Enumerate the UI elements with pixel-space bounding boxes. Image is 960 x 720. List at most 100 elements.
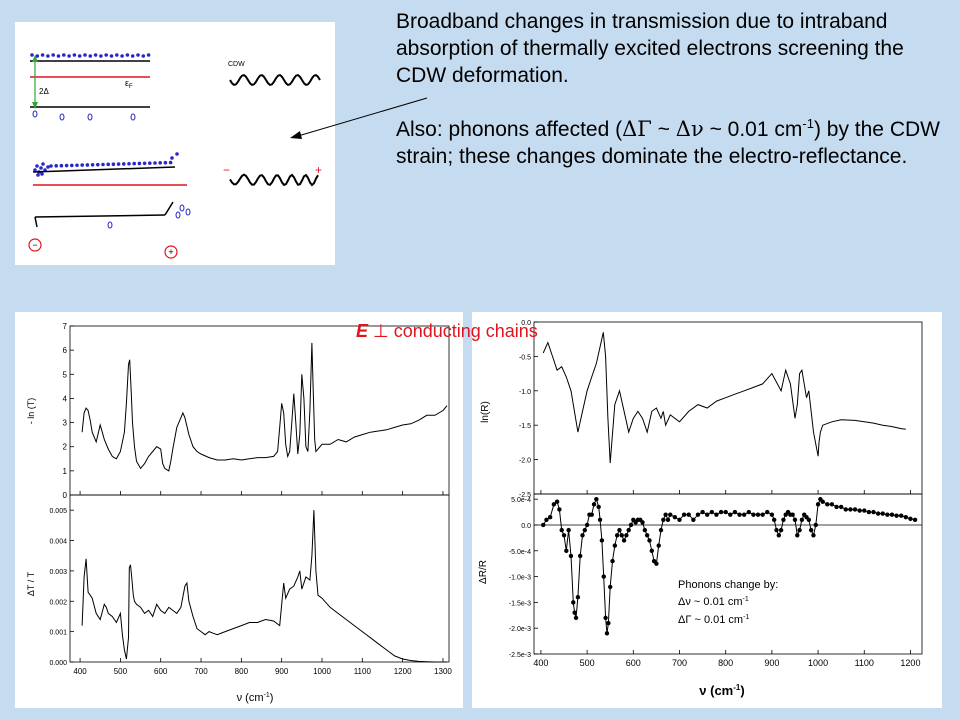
y-tick-label: 0.003: [49, 569, 67, 576]
data-point: [656, 543, 661, 548]
electron-dot: [62, 53, 66, 57]
x-tick-label: 800: [235, 667, 249, 676]
electron-dot: [101, 162, 105, 167]
electron-dot: [30, 53, 34, 57]
gap-label: 2Δ: [39, 87, 49, 96]
data-point: [848, 507, 853, 512]
electron-dot: [158, 161, 162, 165]
data-point: [644, 533, 650, 538]
transmission-plots: 0 1 2 3 4 5 6 7 0.000 0.001 0.002 0.003 0.004 0.005 4…: [15, 312, 463, 708]
data-point: [564, 548, 569, 553]
data-point: [755, 512, 761, 517]
band-bend-right: [164, 201, 174, 216]
holes-upper: [32, 110, 136, 121]
data-point: [577, 553, 583, 559]
electron-dot: [36, 173, 40, 177]
phonon-change-annotation: Phonons change by: Δν ~ 0.01 cm-1 ΔΓ ~ 0…: [678, 579, 778, 626]
x-tick-label: 400: [73, 667, 87, 676]
data-point: [908, 516, 913, 521]
electron-dot: [120, 54, 124, 58]
data-point: [808, 527, 814, 533]
electron-dot: [83, 53, 87, 57]
data-point: [640, 520, 645, 525]
electron-dot: [142, 161, 147, 166]
delta-gamma-symbol: ΔΓ: [622, 117, 652, 141]
y-tick-label: 7: [63, 322, 68, 331]
data-point: [795, 533, 800, 538]
plot-frame: [69, 494, 450, 663]
data-point: [829, 502, 835, 507]
data-point: [700, 509, 705, 515]
data-point: [677, 517, 682, 523]
data-point: [597, 517, 603, 523]
gap-arrow-head-up: [32, 55, 38, 62]
description-text: Broadband changes in transmission due to…: [396, 8, 956, 170]
positive-charge-sign: +: [168, 247, 173, 257]
data-point: [610, 558, 615, 564]
x-tick-label: 1000: [808, 658, 828, 668]
y-tick-label: -1.0: [519, 389, 531, 396]
y-tick-label: 0.000: [49, 660, 67, 667]
reflectance-plots: -2.5 -2.0 -1.5 -1.0 -0.5 0.0 -2.5e-3 -2.0e-3 -1…: [472, 312, 942, 708]
reflectance-plots-svg: -2.5 -2.0 -1.5 -1.0 -0.5 0.0 -2.5e-3 -2.0e-3 -1…: [478, 320, 923, 698]
transmission-plots-svg: 0 1 2 3 4 5 6 7 0.000 0.001 0.002 0.003 0.004 0.005 4…: [26, 322, 452, 704]
data-point: [642, 527, 648, 533]
electron-dot: [59, 163, 64, 168]
data-point: [591, 502, 597, 507]
x-tick-label: 500: [114, 667, 128, 676]
cdw-label: CDW: [228, 61, 245, 68]
data-point: [544, 517, 549, 523]
data-point: [728, 512, 733, 517]
electron-dot: [35, 164, 39, 168]
negative-charge-sign: −: [32, 240, 37, 250]
x-tick-label: 400: [533, 658, 548, 668]
electron-dot: [115, 53, 119, 57]
data-point: [834, 504, 839, 510]
electron-dot: [175, 152, 179, 156]
data-point: [771, 517, 777, 523]
cdw-wave-top: [229, 73, 321, 87]
data-point: [718, 509, 724, 515]
data-point: [647, 538, 652, 543]
data-point: [843, 507, 848, 512]
data-point: [547, 515, 553, 520]
x-tick-label: 500: [580, 658, 595, 668]
electron-dot: [85, 163, 90, 167]
electron-dot: [41, 162, 45, 166]
y-tick-label: 6: [63, 346, 68, 355]
data-point: [566, 527, 571, 533]
electron-dot: [96, 162, 100, 167]
orientation-text: conducting chains: [393, 321, 538, 341]
electron-dot: [163, 160, 168, 165]
data-point: [624, 533, 629, 538]
y-tick-label: -5.0e-4: [509, 549, 531, 556]
data-point: [820, 499, 825, 504]
gap-arrow-head-down: [32, 102, 38, 109]
electron-dot: [46, 54, 50, 58]
electron-dot: [141, 54, 146, 58]
data-point: [792, 517, 798, 523]
ln-r-axis-label: ln(R): [480, 401, 491, 423]
data-point: [572, 610, 577, 615]
electron-dot: [88, 54, 93, 58]
data-point: [612, 543, 618, 548]
data-point: [658, 527, 664, 533]
data-point: [571, 600, 576, 605]
electron-dot: [132, 161, 136, 166]
data-point: [672, 515, 678, 520]
data-point: [778, 527, 784, 533]
electron-dot: [33, 168, 37, 172]
data-point: [628, 522, 634, 528]
x-tick-label: 600: [626, 658, 641, 668]
electron-dot: [51, 53, 55, 57]
x-tick-label: 1200: [900, 658, 920, 668]
data-point: [852, 507, 858, 512]
description-paragraph-1: Broadband changes in transmission due to…: [396, 10, 904, 87]
data-point: [866, 509, 872, 515]
y-tick-label: 4: [63, 394, 68, 403]
data-point: [621, 538, 627, 543]
desc-superscript: -1: [802, 116, 814, 131]
data-point: [825, 502, 830, 507]
electron-dot: [109, 54, 114, 58]
electron-dot: [35, 54, 40, 58]
